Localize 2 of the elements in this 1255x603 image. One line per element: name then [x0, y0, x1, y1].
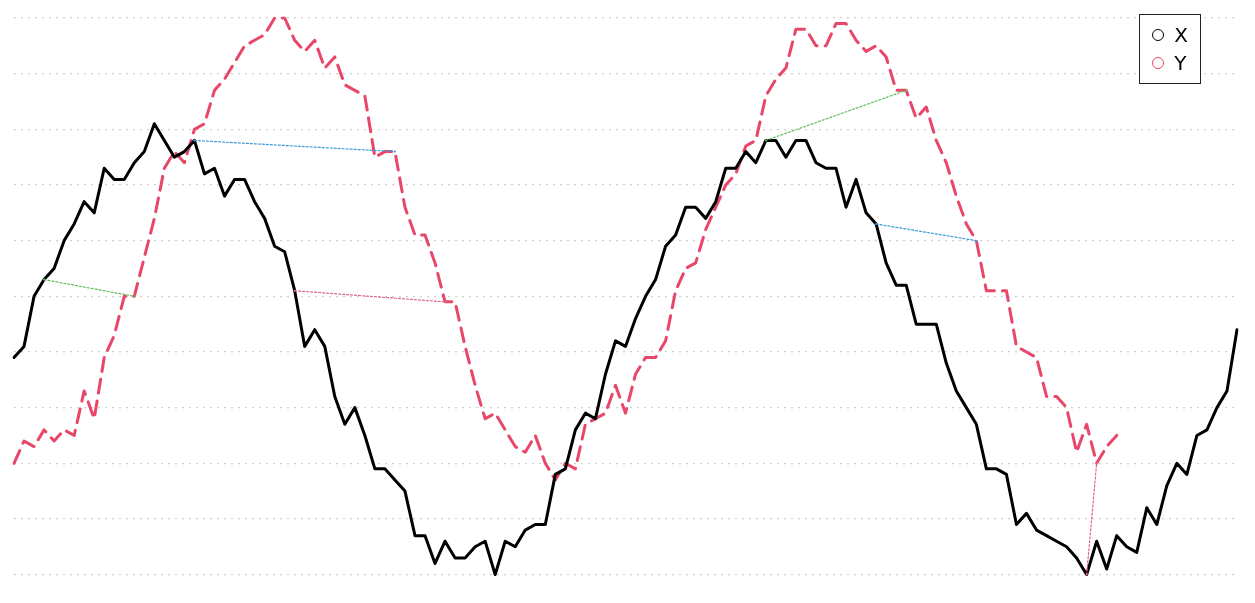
legend-label: X [1174, 22, 1188, 49]
legend-label: Y [1174, 50, 1187, 77]
